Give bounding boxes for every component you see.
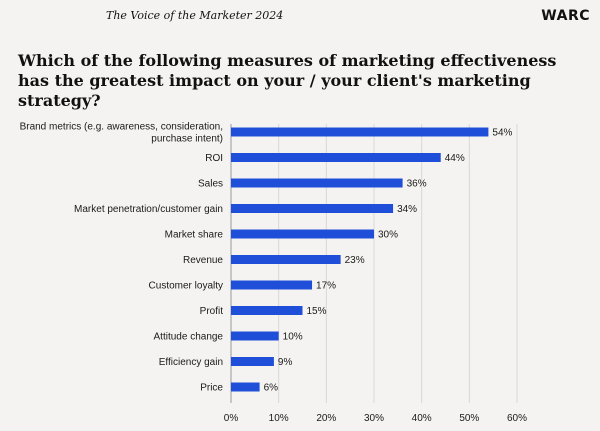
bar [231, 280, 313, 290]
x-tick-label: 40% [412, 413, 432, 424]
data-label: 23% [345, 255, 365, 266]
data-label: 6% [264, 383, 279, 394]
data-label: 9% [278, 357, 293, 368]
category-label: Price [200, 383, 223, 394]
x-tick-label: 10% [269, 413, 289, 424]
category-label: Brand metrics (e.g. awareness, considera… [20, 122, 223, 145]
report-title: The Voice of the Marketer 2024 [106, 9, 284, 22]
bar [231, 127, 489, 137]
category-label: Efficiency gain [159, 357, 223, 368]
category-label: Attitude change [154, 332, 224, 343]
category-label: Market penetration/customer gain [74, 204, 223, 215]
x-tick-label: 30% [364, 413, 384, 424]
x-tick-label: 0% [224, 413, 239, 424]
ticks-layer: 0% 10% 20% 30% 40% 50% 60% [224, 413, 527, 424]
data-label: 10% [283, 332, 303, 343]
bar [231, 178, 403, 188]
bar [231, 331, 279, 341]
data-label: 54% [492, 128, 512, 139]
data-label: 30% [378, 230, 398, 241]
data-label: 44% [445, 153, 465, 164]
category-label: Market share [165, 230, 224, 241]
x-tick-label: 20% [316, 413, 336, 424]
warc-logo: WARC [541, 8, 590, 24]
data-label: 17% [316, 281, 336, 292]
x-tick-label: 50% [459, 413, 479, 424]
x-tick-label: 60% [507, 413, 527, 424]
data-label: 15% [307, 306, 327, 317]
bar [231, 204, 394, 213]
labels-layer: 54% Brand metrics (e.g. awareness, consid… [20, 122, 513, 394]
data-label: 36% [407, 179, 427, 190]
category-label: Profit [200, 306, 224, 317]
bar [231, 229, 374, 239]
bar [231, 153, 441, 162]
category-label: ROI [205, 153, 223, 164]
chart-question: Which of the following measures of marke… [18, 51, 557, 110]
bar [231, 357, 274, 366]
category-label: Revenue [183, 255, 223, 266]
bars-layer [231, 127, 489, 392]
bar [231, 382, 260, 392]
category-label: Customer loyalty [149, 281, 223, 292]
bar [231, 255, 341, 264]
bar [231, 306, 303, 315]
category-label: Sales [198, 179, 223, 190]
data-label: 34% [397, 204, 417, 215]
